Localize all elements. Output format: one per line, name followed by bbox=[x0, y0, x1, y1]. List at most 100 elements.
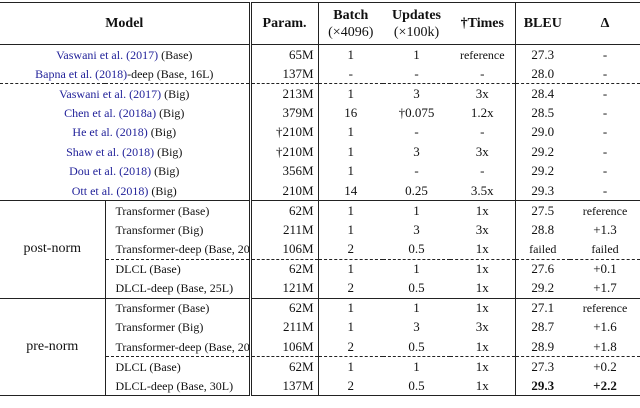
table-row: pre-norm Transformer (Base) 62M 1 1 1x 27.1 ref… bbox=[0, 297, 640, 396]
delta-cell: - bbox=[602, 163, 608, 179]
param-cell: 213M bbox=[250, 83, 319, 103]
updates-cell: 3 bbox=[413, 319, 420, 335]
param-cell: 62M bbox=[250, 200, 319, 220]
bleu-cell: 29.2 bbox=[531, 143, 555, 159]
updates-cell: 3 bbox=[413, 143, 420, 159]
bleu-cell: 28.8 bbox=[531, 221, 555, 237]
updates-cell: 0.5 bbox=[408, 280, 425, 295]
model-name: Transformer (Big) bbox=[105, 317, 252, 337]
updates-cell: †0.075 bbox=[398, 104, 435, 120]
model-name: Transformer (Base) bbox=[105, 297, 252, 318]
times-cell: 1x bbox=[450, 258, 516, 279]
model-variant: (Big) bbox=[147, 125, 177, 140]
model-variant: (Big) bbox=[161, 86, 190, 101]
citation: Bapna et al. (2018) bbox=[35, 66, 128, 81]
table-row: Transformer (Big) 211M 1 3 3x 28.7 +1.6 bbox=[0, 317, 640, 337]
bleu-cell: 27.3 bbox=[515, 356, 571, 376]
bleu-cell: 27.1 bbox=[515, 297, 571, 318]
model-name: DLCL (Base) bbox=[105, 258, 252, 279]
header-times: †Times bbox=[450, 2, 516, 45]
table-row: Chen et al. (2018a) (Big) 379M 16 †0.075 1.2… bbox=[0, 103, 640, 123]
model-name: Transformer (Base) bbox=[105, 200, 252, 220]
param-cell: 137M bbox=[250, 64, 319, 84]
bleu-cell: 27.5 bbox=[515, 200, 571, 220]
times-cell: 3.5x bbox=[450, 181, 516, 201]
bleu-cell: 28.4 bbox=[515, 83, 571, 103]
batch-cell: - bbox=[348, 65, 353, 81]
times-cell: 1x bbox=[450, 239, 516, 259]
model-name: Chen et al. (2018a) (Big) bbox=[0, 103, 252, 123]
bleu-cell: 27.3 bbox=[531, 46, 555, 62]
bleu-cell: 29.2 bbox=[531, 163, 555, 179]
header-updates: Updates (×100k) bbox=[383, 3, 450, 45]
citation: He et al. (2018) bbox=[72, 125, 148, 140]
bleu-cell: 29.3 bbox=[531, 377, 555, 393]
model-name: Vaswani et al. (2017) (Big) bbox=[0, 83, 252, 103]
delta-cell: +0.2 bbox=[570, 356, 640, 376]
delta-cell: - bbox=[570, 83, 640, 103]
updates-cell: - bbox=[414, 124, 419, 140]
table-row: Ott et al. (2018) (Big) 210M 14 0.25 3.5x 29.… bbox=[0, 181, 640, 201]
batch-cell: 2 bbox=[347, 377, 355, 393]
model-variant: (Big) bbox=[154, 144, 183, 159]
citation: Ott et al. (2018) bbox=[71, 183, 149, 198]
citation: Vaswani et al. (2017) bbox=[56, 47, 159, 62]
table-row: DLCL-deep (Base, 30L) 137M 2 0.5 1x 29.3 +2.2 bbox=[0, 376, 640, 396]
bleu-cell: failed bbox=[529, 242, 557, 256]
model-variant: (Big) bbox=[156, 105, 185, 120]
times-cell: 1x bbox=[450, 376, 516, 396]
delta-cell: - bbox=[602, 65, 608, 81]
param-cell: 62M bbox=[250, 297, 319, 318]
updates-cell: 1 bbox=[383, 258, 451, 279]
param-cell: †210M bbox=[250, 142, 319, 162]
citation: Chen et al. (2018a) bbox=[64, 105, 157, 120]
times-cell: 3x bbox=[450, 317, 516, 337]
batch-cell: 1 bbox=[347, 143, 355, 159]
table-row: Vaswani et al. (2017) (Base) 65M 1 1 referen… bbox=[0, 44, 640, 64]
times-cell: - bbox=[450, 122, 516, 142]
model-name: He et al. (2018) (Big) bbox=[0, 122, 252, 142]
batch-cell: 1 bbox=[347, 46, 355, 62]
batch-cell: 1 bbox=[318, 356, 384, 376]
updates-cell: - bbox=[414, 65, 419, 81]
header-batch: Batch (×4096) bbox=[318, 3, 383, 45]
group-label: post-norm bbox=[0, 200, 106, 298]
updates-cell: 0.5 bbox=[408, 338, 425, 354]
times-cell: - bbox=[450, 64, 516, 84]
header-bleu: BLEU bbox=[523, 16, 562, 31]
times-cell: 3x bbox=[450, 83, 516, 103]
bleu-cell: 29.2 bbox=[531, 280, 555, 295]
updates-cell: 0.25 bbox=[405, 182, 428, 198]
delta-cell: +0.1 bbox=[570, 258, 640, 279]
header-updates-label: Updates bbox=[392, 7, 442, 23]
param-cell: 211M bbox=[250, 317, 319, 337]
header-batch-unit: (×4096) bbox=[328, 24, 374, 40]
batch-cell: 1 bbox=[347, 221, 355, 237]
updates-cell: 3 bbox=[383, 83, 451, 103]
model-name: Bapna et al. (2018)-deep (Base, 16L) bbox=[0, 64, 252, 84]
delta-cell: - bbox=[602, 182, 608, 198]
results-table: Model Param. Batch (×4096) Updates (×100k)… bbox=[0, 2, 640, 396]
table-row: Transformer (Big) 211M 1 3 3x 28.8 +1.3 bbox=[0, 220, 640, 240]
model-name: Transformer (Big) bbox=[105, 220, 252, 240]
param-cell: †210M bbox=[250, 122, 319, 142]
delta-cell: failed bbox=[591, 242, 619, 256]
param-cell: 106M bbox=[250, 239, 319, 259]
delta-cell: - bbox=[602, 104, 608, 120]
model-name: DLCL (Base) bbox=[105, 356, 252, 376]
param-cell: 211M bbox=[250, 220, 319, 240]
updates-cell: 1 bbox=[383, 297, 451, 318]
times-cell: 3x bbox=[450, 220, 516, 240]
delta-cell: +1.8 bbox=[593, 338, 617, 354]
delta-cell: - bbox=[602, 46, 608, 62]
table-row: Shaw et al. (2018) (Big) †210M 1 3 3x 29.2- bbox=[0, 142, 640, 162]
times-cell: 1x bbox=[450, 278, 516, 298]
model-name: Ott et al. (2018) (Big) bbox=[0, 181, 252, 201]
delta-cell: reference bbox=[570, 200, 640, 220]
delta-cell: +1.7 bbox=[593, 280, 617, 295]
citation: Shaw et al. (2018) bbox=[66, 144, 155, 159]
batch-cell: 2 bbox=[347, 241, 355, 256]
table-row: DLCL (Base) 62M 1 1 1x 27.6 +0.1 bbox=[0, 258, 640, 279]
header-model: Model bbox=[0, 2, 252, 45]
times-cell: 1x bbox=[450, 356, 516, 376]
